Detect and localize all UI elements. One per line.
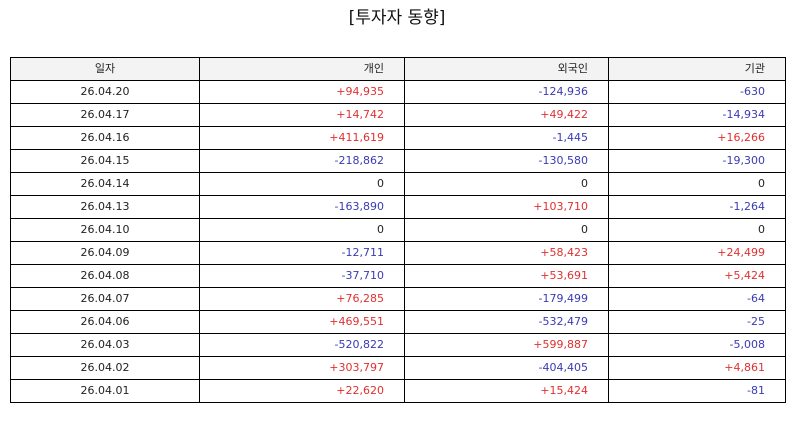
foreign-cell: 0 [404, 172, 609, 196]
individual-cell: +76,285 [199, 287, 405, 311]
date-cell: 26.04.03 [10, 333, 200, 357]
foreign-cell: -1,445 [404, 126, 609, 150]
date-cell: 26.04.13 [10, 195, 200, 219]
foreign-cell: -532,479 [404, 310, 609, 334]
institution-cell: -64 [608, 287, 786, 311]
table-row: 26.04.02 +303,797 -404,405 +4,861 [10, 356, 786, 380]
table-row: 26.04.16 +411,619 -1,445 +16,266 [10, 126, 786, 150]
foreign-cell: +103,710 [404, 195, 609, 219]
foreign-cell: +49,422 [404, 103, 609, 127]
foreign-cell: +15,424 [404, 379, 609, 403]
column-header-institution: 기관 [608, 57, 786, 81]
institution-cell: -25 [608, 310, 786, 334]
table-header-row: 일자 개인 외국인 기관 [10, 57, 786, 81]
individual-cell: +22,620 [199, 379, 405, 403]
foreign-cell: -130,580 [404, 149, 609, 173]
individual-cell: 0 [199, 172, 405, 196]
date-cell: 26.04.17 [10, 103, 200, 127]
individual-cell: +411,619 [199, 126, 405, 150]
table-row: 26.04.14 0 0 0 [10, 172, 786, 196]
individual-cell: -218,862 [199, 149, 405, 173]
individual-cell: -37,710 [199, 264, 405, 288]
date-cell: 26.04.07 [10, 287, 200, 311]
institution-cell: -19,300 [608, 149, 786, 173]
table-row: 26.04.09 -12,711 +58,423 +24,499 [10, 241, 786, 265]
institution-cell: -630 [608, 80, 786, 104]
institution-cell: +24,499 [608, 241, 786, 265]
foreign-cell: -179,499 [404, 287, 609, 311]
institution-cell: +4,861 [608, 356, 786, 380]
institution-cell: +16,266 [608, 126, 786, 150]
date-cell: 26.04.14 [10, 172, 200, 196]
table-row: 26.04.10 0 0 0 [10, 218, 786, 242]
individual-cell: +303,797 [199, 356, 405, 380]
foreign-cell: +599,887 [404, 333, 609, 357]
foreign-cell: -404,405 [404, 356, 609, 380]
individual-cell: +469,551 [199, 310, 405, 334]
foreign-cell: +53,691 [404, 264, 609, 288]
table-row: 26.04.06 +469,551 -532,479 -25 [10, 310, 786, 334]
foreign-cell: +58,423 [404, 241, 609, 265]
institution-cell: -1,264 [608, 195, 786, 219]
individual-cell: -520,822 [199, 333, 405, 357]
column-header-date: 일자 [10, 57, 200, 81]
date-cell: 26.04.09 [10, 241, 200, 265]
individual-cell: +14,742 [199, 103, 405, 127]
foreign-cell: -124,936 [404, 80, 609, 104]
institution-cell: -14,934 [608, 103, 786, 127]
date-cell: 26.04.15 [10, 149, 200, 173]
table-row: 26.04.03 -520,822 +599,887 -5,008 [10, 333, 786, 357]
foreign-cell: 0 [404, 218, 609, 242]
institution-cell: 0 [608, 218, 786, 242]
table-row: 26.04.20 +94,935 -124,936 -630 [10, 80, 786, 104]
table-row: 26.04.15 -218,862 -130,580 -19,300 [10, 149, 786, 173]
table-row: 26.04.08 -37,710 +53,691 +5,424 [10, 264, 786, 288]
page-title: [투자자 동향] [348, 8, 446, 28]
date-cell: 26.04.01 [10, 379, 200, 403]
individual-cell: -12,711 [199, 241, 405, 265]
table-row: 26.04.07 +76,285 -179,499 -64 [10, 287, 786, 311]
date-cell: 26.04.02 [10, 356, 200, 380]
table-row: 26.04.17 +14,742 +49,422 -14,934 [10, 103, 786, 127]
table-body: 26.04.20 +94,935 -124,936 -630 26.04.17 … [10, 80, 786, 403]
date-cell: 26.04.06 [10, 310, 200, 334]
date-cell: 26.04.20 [10, 80, 200, 104]
table-row: 26.04.01 +22,620 +15,424 -81 [10, 379, 786, 403]
institution-cell: -81 [608, 379, 786, 403]
column-header-individual: 개인 [199, 57, 405, 81]
institution-cell: 0 [608, 172, 786, 196]
institution-cell: +5,424 [608, 264, 786, 288]
investor-trend-table: 일자 개인 외국인 기관 26.04.20 +94,935 -124,936 -… [10, 57, 786, 403]
individual-cell: 0 [199, 218, 405, 242]
date-cell: 26.04.10 [10, 218, 200, 242]
column-header-foreign: 외국인 [404, 57, 609, 81]
institution-cell: -5,008 [608, 333, 786, 357]
table-row: 26.04.13 -163,890 +103,710 -1,264 [10, 195, 786, 219]
date-cell: 26.04.16 [10, 126, 200, 150]
individual-cell: +94,935 [199, 80, 405, 104]
individual-cell: -163,890 [199, 195, 405, 219]
date-cell: 26.04.08 [10, 264, 200, 288]
